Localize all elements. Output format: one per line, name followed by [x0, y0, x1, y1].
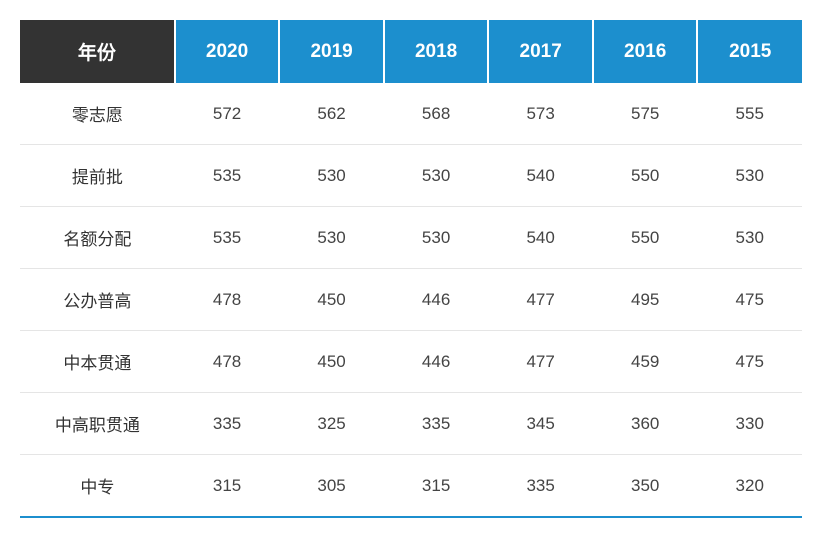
header-row: 年份 2020 2019 2018 2017 2016 2015	[20, 20, 802, 83]
data-cell: 530	[384, 207, 489, 269]
row-label: 中高职贯通	[20, 393, 175, 455]
col-header: 2017	[488, 20, 593, 83]
data-cell: 530	[697, 145, 802, 207]
data-cell: 345	[488, 393, 593, 455]
data-cell: 562	[279, 83, 384, 145]
row-label: 中专	[20, 455, 175, 518]
table-row: 中专 315 305 315 335 350 320	[20, 455, 802, 518]
data-cell: 540	[488, 145, 593, 207]
col-header: 2015	[697, 20, 802, 83]
data-cell: 335	[384, 393, 489, 455]
data-cell: 305	[279, 455, 384, 518]
table-row: 提前批 535 530 530 540 550 530	[20, 145, 802, 207]
data-cell: 568	[384, 83, 489, 145]
data-cell: 535	[175, 207, 280, 269]
data-cell: 325	[279, 393, 384, 455]
table-row: 中本贯通 478 450 446 477 459 475	[20, 331, 802, 393]
data-cell: 478	[175, 331, 280, 393]
row-label: 提前批	[20, 145, 175, 207]
data-cell: 550	[593, 207, 698, 269]
data-cell: 535	[175, 145, 280, 207]
data-cell: 350	[593, 455, 698, 518]
data-cell: 446	[384, 331, 489, 393]
data-cell: 495	[593, 269, 698, 331]
col-header: 2020	[175, 20, 280, 83]
data-cell: 330	[697, 393, 802, 455]
data-cell: 555	[697, 83, 802, 145]
data-cell: 459	[593, 331, 698, 393]
data-cell: 530	[279, 207, 384, 269]
row-label: 名额分配	[20, 207, 175, 269]
score-table-container: 年份 2020 2019 2018 2017 2016 2015 零志愿 572…	[20, 20, 802, 518]
data-cell: 360	[593, 393, 698, 455]
data-cell: 475	[697, 331, 802, 393]
table-row: 零志愿 572 562 568 573 575 555	[20, 83, 802, 145]
data-cell: 315	[175, 455, 280, 518]
corner-cell: 年份	[20, 20, 175, 83]
table-row: 中高职贯通 335 325 335 345 360 330	[20, 393, 802, 455]
data-cell: 530	[384, 145, 489, 207]
row-label: 零志愿	[20, 83, 175, 145]
data-cell: 315	[384, 455, 489, 518]
col-header: 2018	[384, 20, 489, 83]
data-cell: 335	[175, 393, 280, 455]
data-cell: 446	[384, 269, 489, 331]
data-cell: 573	[488, 83, 593, 145]
data-cell: 530	[697, 207, 802, 269]
col-header: 2019	[279, 20, 384, 83]
data-cell: 550	[593, 145, 698, 207]
data-cell: 320	[697, 455, 802, 518]
data-cell: 477	[488, 331, 593, 393]
col-header: 2016	[593, 20, 698, 83]
score-table: 年份 2020 2019 2018 2017 2016 2015 零志愿 572…	[20, 20, 802, 518]
table-row: 公办普高 478 450 446 477 495 475	[20, 269, 802, 331]
row-label: 中本贯通	[20, 331, 175, 393]
data-cell: 475	[697, 269, 802, 331]
row-label: 公办普高	[20, 269, 175, 331]
table-row: 名额分配 535 530 530 540 550 530	[20, 207, 802, 269]
data-cell: 575	[593, 83, 698, 145]
data-cell: 450	[279, 269, 384, 331]
data-cell: 450	[279, 331, 384, 393]
data-cell: 540	[488, 207, 593, 269]
data-cell: 335	[488, 455, 593, 518]
data-cell: 572	[175, 83, 280, 145]
data-cell: 477	[488, 269, 593, 331]
data-cell: 478	[175, 269, 280, 331]
data-cell: 530	[279, 145, 384, 207]
